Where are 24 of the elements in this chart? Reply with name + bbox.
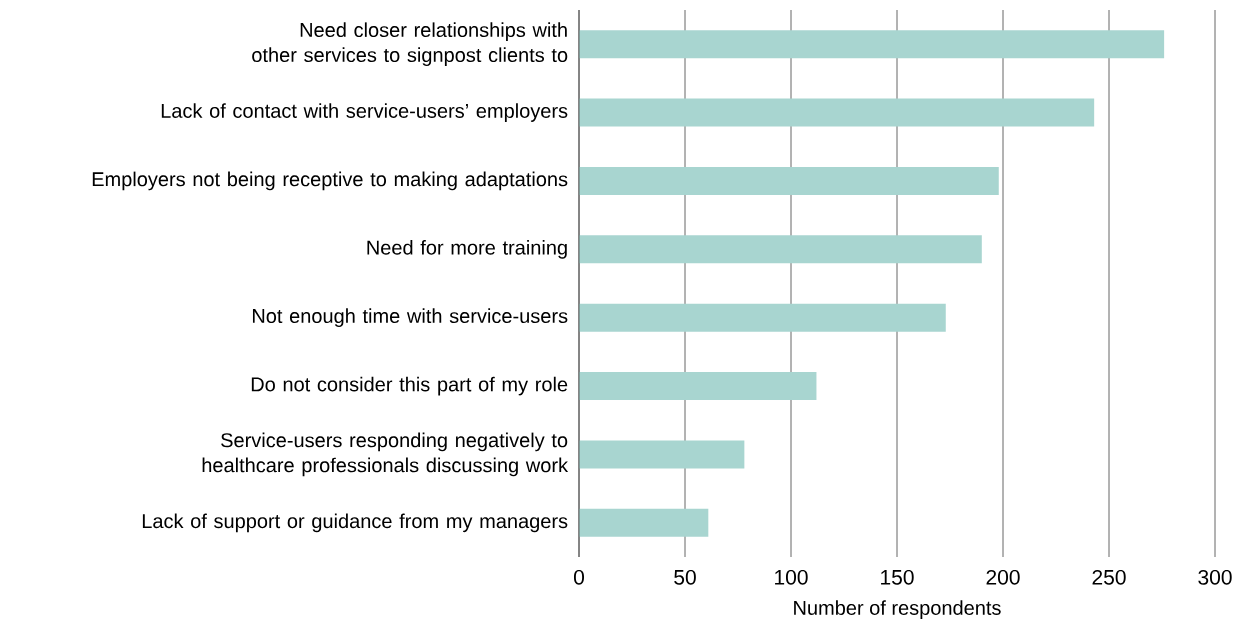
x-axis-title: Number of respondents [794,600,1001,619]
bar [579,166,999,195]
y-tick-label: Employers not being receptive to making adaptations [92,171,568,191]
bar [579,440,745,469]
x-tick-label: 150 [881,569,914,585]
bar [579,372,817,401]
x-tick-label: 250 [1092,569,1126,585]
bar [579,235,982,264]
bar [579,508,709,537]
x-tick-label: 0 [573,569,585,585]
bar [579,303,946,332]
y-tick-label: Do not consider this part of my role [251,376,568,396]
x-tick-label: 200 [986,569,1020,585]
x-tick-label: 100 [775,569,808,585]
y-tick-label: Service-users responding negatively to healthcare professionals discussing work [202,432,569,477]
bar [579,98,1095,127]
y-tick-label: Need closer relationships with other services to signpost clients to [252,22,568,67]
y-tick-label: Lack of support or guidance from my managers [142,513,568,533]
bar [579,30,1165,59]
y-tick-label: Need for more training [367,239,567,259]
x-tick-label: 300 [1198,569,1232,585]
y-tick-label: Not enough time with service-users [252,308,568,328]
y-tick-label: Lack of contact with service-users’ employers [161,103,568,122]
x-tick-label: 50 [674,569,696,585]
